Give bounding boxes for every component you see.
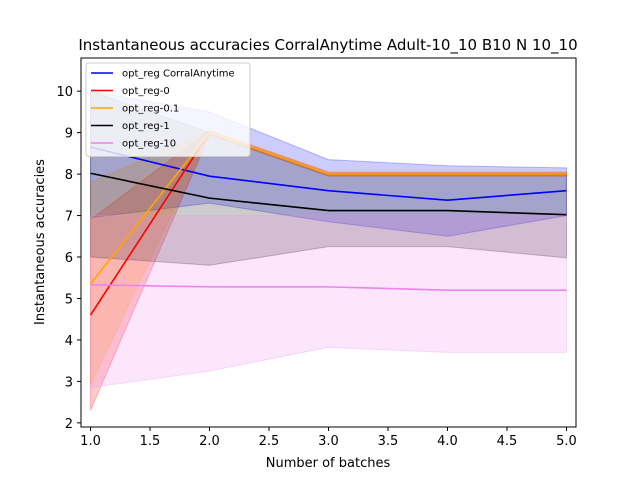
legend-label-1: opt_reg-0	[122, 86, 170, 97]
band-4	[90, 215, 567, 389]
x-tick-label: 3.0	[318, 434, 339, 449]
y-tick-label: 2	[65, 417, 73, 432]
legend-label-2: opt_reg-0.1	[122, 104, 179, 115]
y-axis-ticks: 2 3 4 5 6 7 8 9 10	[56, 85, 81, 432]
x-axis-ticks: 1.0 1.5 2.0 2.5 3.0 3.5 4.0 4.5 5.0	[80, 427, 577, 449]
legend-label-0: opt_reg CorralAnytime	[122, 69, 235, 80]
y-tick-label: 5	[65, 292, 73, 307]
chart-title: Instantaneous accuracies CorralAnytime A…	[78, 36, 577, 55]
legend-box	[85, 62, 251, 157]
series-line-0	[90, 146, 567, 202]
series-line-2	[89, 131, 567, 285]
x-tick-label: 4.0	[437, 434, 458, 449]
y-tick-label: 8	[65, 168, 73, 183]
legend-label-3: opt_reg-1	[122, 121, 170, 132]
x-tick-label: 5.0	[556, 434, 577, 449]
y-tick-label: 7	[65, 210, 73, 225]
x-tick-label: 2.0	[199, 434, 220, 449]
x-tick-label: 4.5	[497, 434, 518, 449]
y-tick-label: 9	[65, 127, 73, 142]
legend: opt_reg CorralAnytime opt_reg-0 opt_reg-0.…	[85, 62, 251, 157]
band-2	[90, 130, 567, 386]
x-axis-label: Number of batches	[266, 456, 391, 471]
legend-label-4: opt_reg-10	[122, 139, 176, 150]
x-tick-label: 1.5	[140, 434, 161, 449]
y-tick-label: 10	[56, 85, 73, 100]
series-line-3	[90, 172, 567, 216]
y-axis-label: Instantaneous accuracies	[33, 159, 48, 325]
series-lines	[89, 131, 567, 316]
x-tick-label: 2.5	[259, 434, 280, 449]
y-tick-label: 3	[65, 375, 73, 390]
x-tick-label: 3.5	[378, 434, 399, 449]
x-tick-label: 1.0	[80, 434, 101, 449]
series-line-4	[90, 283, 567, 291]
y-tick-label: 4	[65, 334, 73, 349]
band-1	[90, 129, 567, 411]
y-tick-label: 6	[65, 251, 73, 266]
